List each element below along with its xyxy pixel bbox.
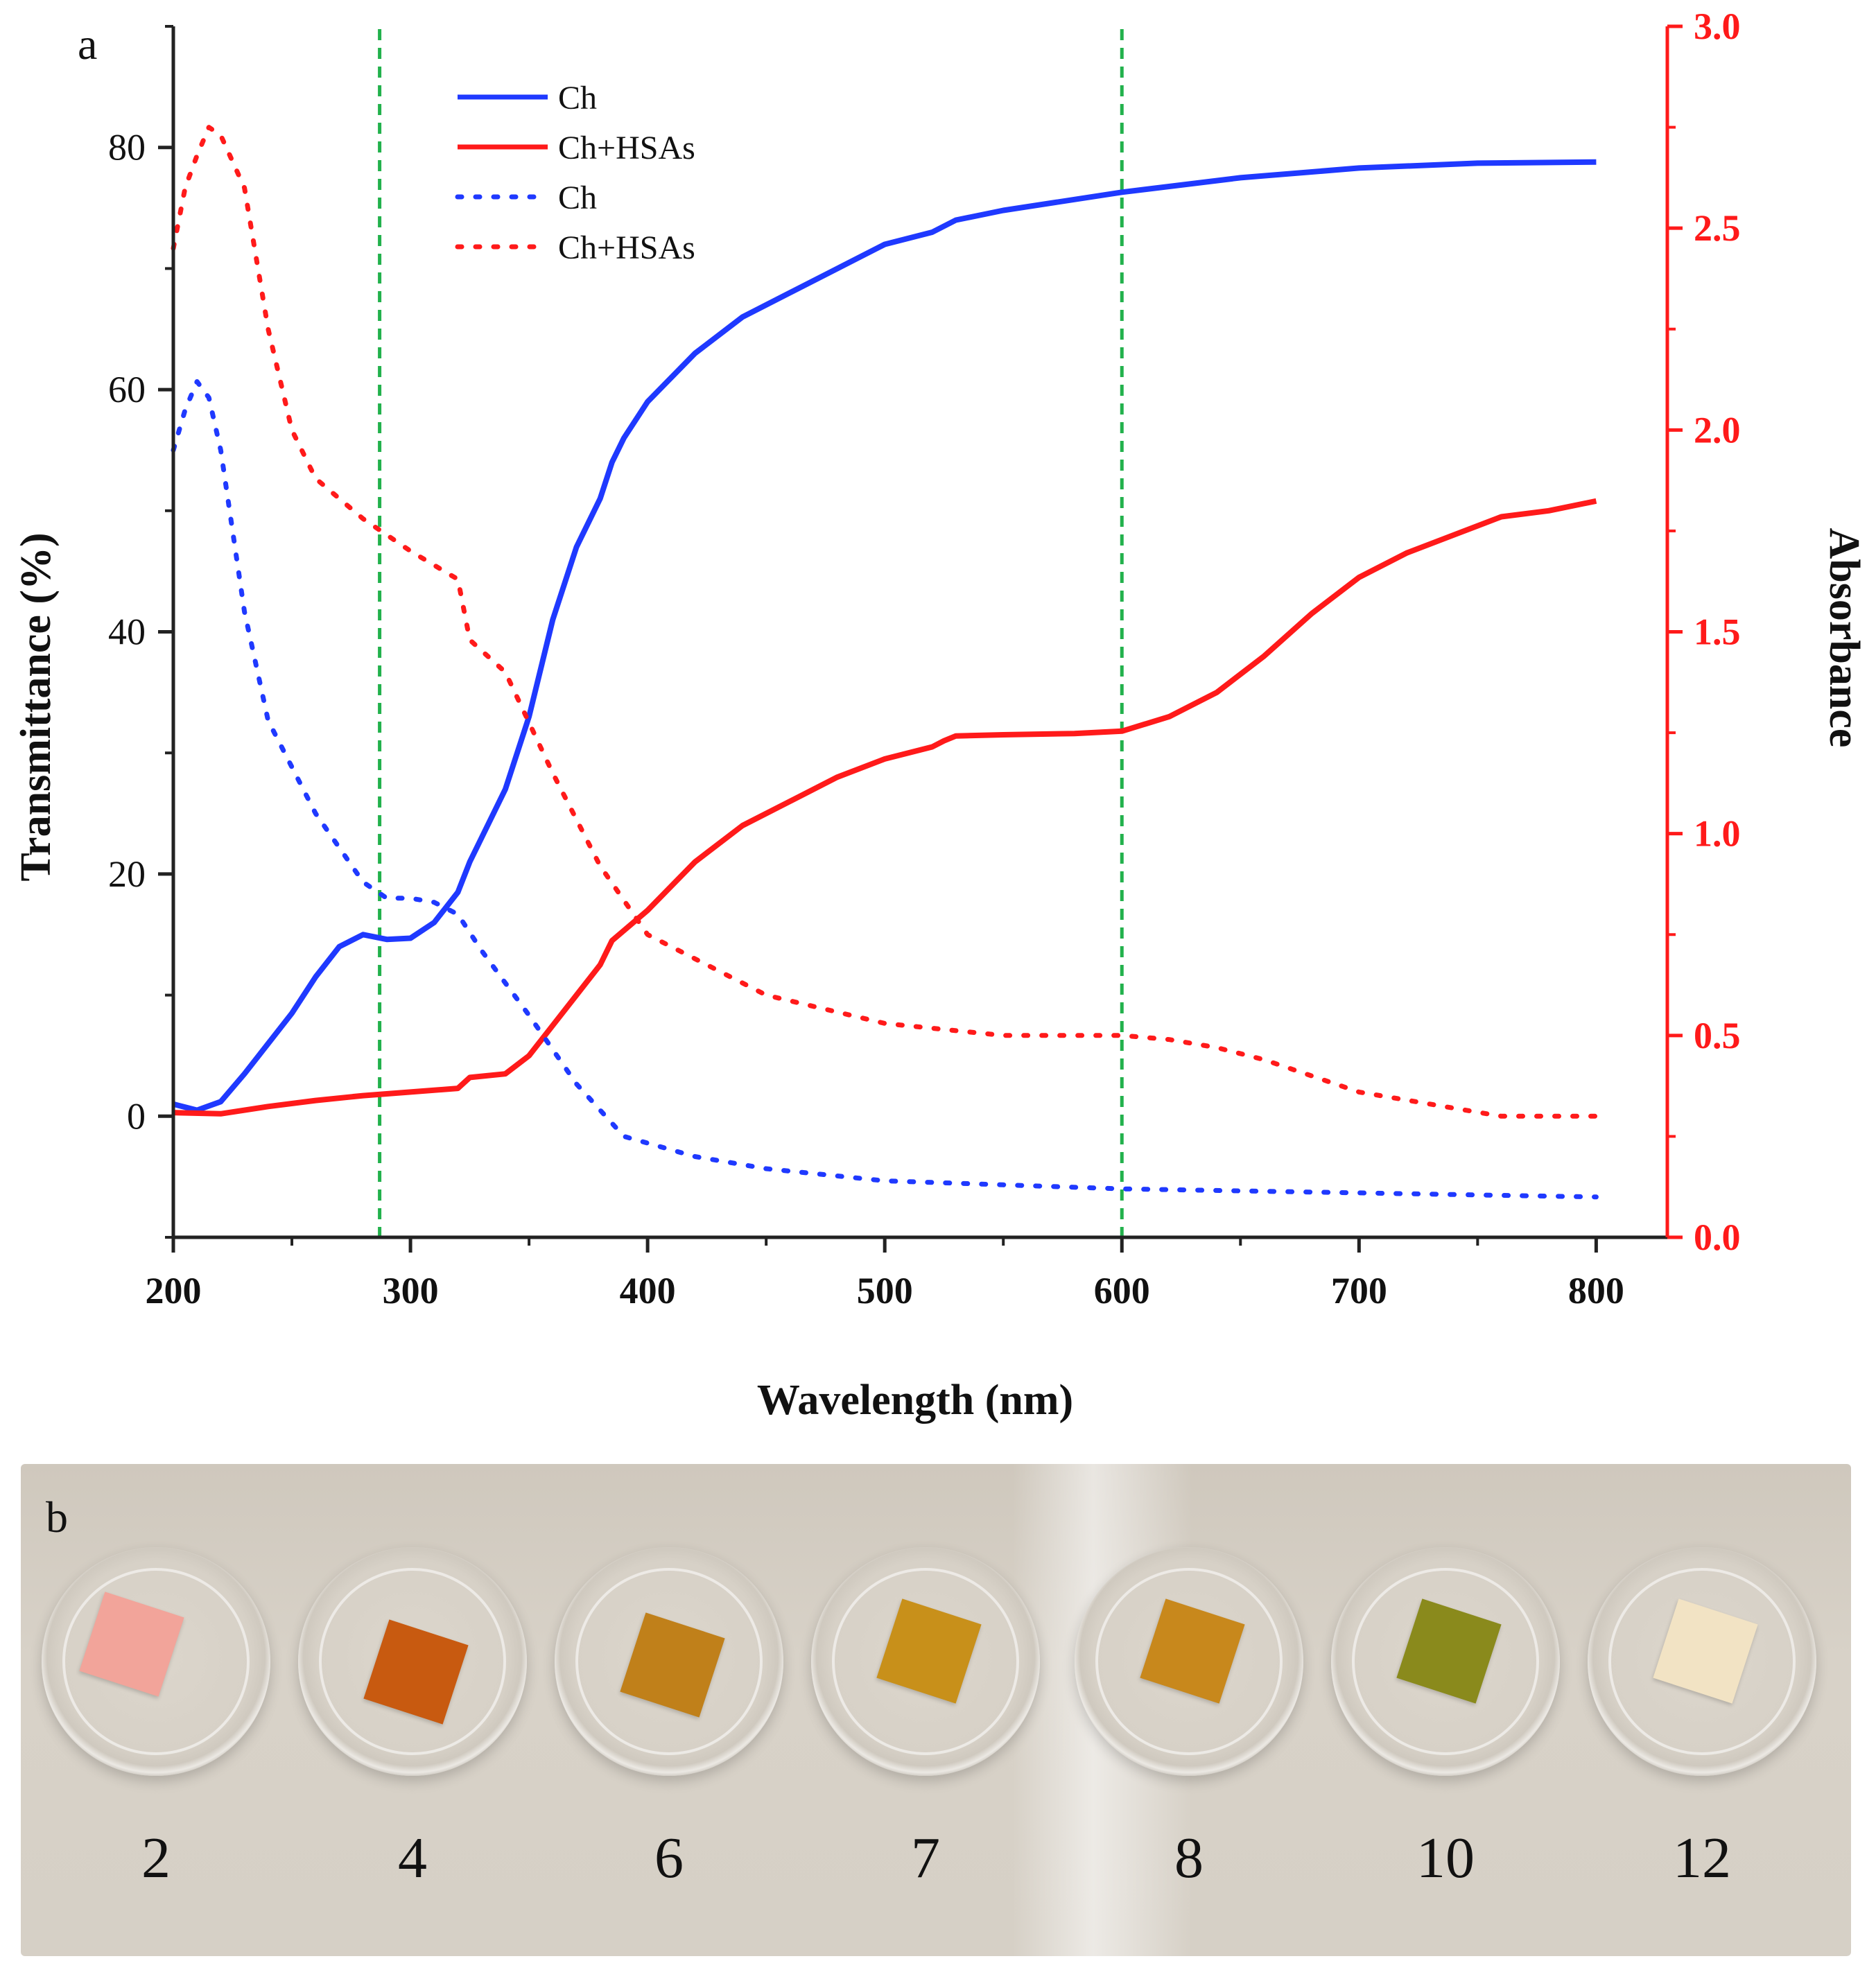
dish-label: 8 [1174, 1826, 1204, 1890]
dish-rim [1095, 1568, 1283, 1755]
x-tick-label: 400 [620, 1270, 676, 1311]
x-tick-label: 500 [857, 1270, 913, 1311]
x-tick-label: 700 [1331, 1270, 1387, 1311]
y2-tick-label: 2.0 [1694, 409, 1741, 451]
panel-a-letter: a [78, 19, 97, 69]
dish-label: 12 [1673, 1826, 1731, 1890]
y2-axis-label: Absorbance [1821, 528, 1868, 748]
petri-dish [555, 1547, 783, 1776]
legend-label: Ch+HSAs [558, 130, 695, 166]
uv-vis-chart: 200 300 400 500 600 700 800 0 20 40 60 80 0.0 0.5 1.0 1… [108, 6, 1741, 1311]
dish-rim [1352, 1568, 1539, 1755]
petri-dish [42, 1547, 270, 1776]
x-tick-label: 600 [1094, 1270, 1150, 1311]
y2-tick-label: 0.5 [1694, 1015, 1741, 1056]
petri-dish [298, 1547, 527, 1776]
petri-dish [1588, 1547, 1816, 1776]
dish-rim [575, 1568, 763, 1755]
y-tick-label: 40 [108, 611, 146, 653]
photo-panel: b 2 4 6 7 8 10 12 [21, 1464, 1851, 1956]
y-tick-label: 60 [108, 369, 146, 410]
x-tick-label: 200 [146, 1270, 202, 1311]
series-line [173, 159, 1597, 1113]
dish-label: 10 [1416, 1826, 1475, 1890]
petri-dish [1331, 1547, 1560, 1776]
dish-rim [62, 1568, 250, 1755]
x-tick-label: 300 [383, 1270, 439, 1311]
dish-rim [832, 1568, 1019, 1755]
dish-rim [1608, 1568, 1796, 1755]
legend-label: Ch [558, 80, 597, 116]
y2-tick-label: 2.5 [1694, 207, 1741, 249]
y-tick-label: 80 [108, 127, 146, 168]
y-tick-label: 20 [108, 853, 146, 895]
dish-label: 2 [141, 1826, 171, 1890]
dish-label: 4 [398, 1826, 427, 1890]
x-tick-label: 800 [1568, 1270, 1624, 1311]
dish-rim [319, 1568, 506, 1755]
dish-label: 7 [911, 1826, 940, 1890]
y2-tick-label: 3.0 [1694, 6, 1741, 47]
petri-dish [1075, 1547, 1303, 1776]
legend-label: Ch [558, 180, 597, 216]
y2-tick-label: 0.0 [1694, 1217, 1741, 1258]
series-line [171, 125, 1599, 1119]
y-axis-label: Transmittance (%) [12, 532, 60, 881]
y2-tick-label: 1.5 [1694, 611, 1741, 653]
panel-b-letter: b [46, 1492, 68, 1542]
dish-label: 6 [654, 1826, 684, 1890]
y2-tick-label: 1.0 [1694, 813, 1741, 855]
x-axis-label: Wavelength (nm) [757, 1377, 1073, 1424]
y-tick-label: 0 [127, 1095, 146, 1137]
series-line [173, 498, 1597, 1117]
petri-dish [811, 1547, 1040, 1776]
legend-label: Ch+HSAs [558, 229, 695, 266]
series-line [171, 379, 1599, 1200]
